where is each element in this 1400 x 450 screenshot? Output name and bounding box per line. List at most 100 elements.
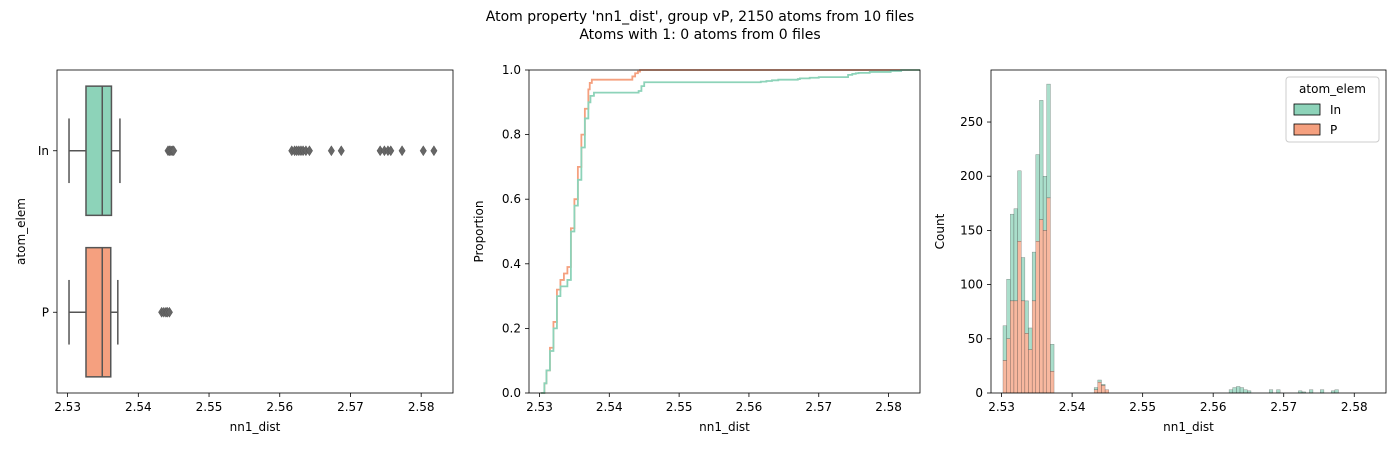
y-tick-label: 150 [960,223,983,237]
hist-bar-In [1097,379,1102,383]
hist-bar-In [1228,389,1233,394]
outlier-marker [430,145,438,157]
axes-frame [528,69,921,394]
hist-bar-In [1021,257,1026,302]
y-tick-label: In [38,144,49,158]
hist-bar-In [1017,170,1022,242]
ecdf-line-P [540,69,920,394]
hist-bar-P [1002,360,1007,394]
y-tick-label: 100 [960,278,983,292]
hist-bar-In [1046,83,1051,199]
y-tick-label: 0 [975,386,983,400]
hist-bar-In [1002,325,1007,361]
x-tick-label: 2.57 [1270,400,1297,414]
outlier-marker [337,145,345,157]
hist-bar-P [1031,300,1037,394]
hist-bar-P [1028,349,1033,394]
axes-frame [56,69,454,394]
y-tick-label: 0.8 [502,128,521,142]
hist-bar-P [1021,300,1026,394]
x-tick-label: 2.55 [196,400,223,414]
hist-bar-In [1031,251,1037,302]
figure-title-line2: Atoms with 1: 0 atoms from 0 files [579,27,820,43]
y-tick-label: 0.4 [502,257,521,271]
box-P [68,246,173,378]
y-axis-label: Proportion [472,201,486,263]
y-tick-label: 0.2 [502,321,521,335]
legend-title: atom_elem [1299,82,1366,96]
outlier-marker [398,145,406,157]
hist-bar-In [1239,387,1244,394]
hist-bar-P [1013,300,1018,394]
outlier-marker [170,145,178,157]
outlier-marker [327,145,335,157]
hist-bar-In [1010,213,1015,302]
hist-bar-P [1093,389,1099,394]
hist-bar-P [1006,338,1011,394]
outlier-marker [305,145,313,157]
x-tick-label: 2.56 [736,400,763,414]
hist-bar-In [1276,389,1281,394]
axes-frame [990,69,1387,394]
hist-bar-P [1035,241,1040,394]
x-tick-label: 2.53 [54,400,81,414]
box-In [68,85,438,217]
x-axis-label: nn1_dist [230,420,281,434]
hist-bar-In [1050,344,1055,372]
x-tick-label: 2.54 [596,400,623,414]
legend-swatch-P [1293,123,1321,136]
hist-bar-In [1243,389,1248,394]
box-iqr [85,246,112,378]
x-tick-label: 2.57 [805,400,832,414]
x-tick-label: 2.58 [875,400,902,414]
hist-bar-In [1028,327,1033,350]
hist-bar-P [1097,381,1102,394]
hist-bar-In [1006,278,1011,340]
hist-bar-In [1309,389,1314,394]
hist-bar-In [1232,387,1237,394]
y-tick-label: 250 [960,115,983,129]
hist-bar-In [1268,389,1274,394]
outlier-marker [387,145,395,157]
y-tick-label: P [42,305,49,319]
histogram-panel: 0 50 100 150 200 250 Count 2.53 2.54 2.55 2.56 2.57… [933,69,1387,434]
hist-bar-P [1010,300,1015,394]
legend: atom_elem In P [1285,76,1380,143]
x-tick-label: 2.53 [526,400,553,414]
x-tick-label: 2.55 [1129,400,1156,414]
hist-bar-P [1024,333,1029,394]
x-tick-label: 2.58 [1341,400,1368,414]
legend-label-In: In [1330,103,1341,117]
x-tick-label: 2.54 [1059,400,1086,414]
hist-bar-In [1093,387,1099,390]
hist-bar-In [1042,176,1047,231]
hist-bar-P [1039,219,1044,394]
legend-swatch-In [1293,103,1321,116]
x-tick-label: 2.56 [1200,400,1227,414]
hist-bar-In [1320,389,1325,394]
hist-bar-P [1042,230,1047,394]
x-tick-label: 2.55 [666,400,693,414]
y-tick-label: 50 [968,332,983,346]
y-tick-label: 0.0 [502,386,521,400]
box-iqr [85,85,113,217]
hist-bar-In [1035,154,1040,242]
y-axis-label: atom_elem [14,198,28,265]
x-axis-label: nn1_dist [699,420,750,434]
ecdf-panel: 0.0 0.2 0.4 0.6 0.8 1.0 Proportion 2.53 2.54 2.55… [472,63,921,434]
y-tick-label: 1.0 [502,63,521,77]
hist-bar-P [1101,385,1106,394]
hist-bar-P [1104,389,1109,394]
hist-bar-In [1236,386,1241,394]
x-tick-label: 2.56 [266,400,293,414]
hist-bar-P [1050,371,1055,394]
x-tick-label: 2.53 [988,400,1015,414]
y-tick-label: 0.6 [502,192,521,206]
hist-bar-In [1024,300,1029,334]
hist-bar-In [1013,208,1018,302]
x-tick-label: 2.58 [408,400,435,414]
hist-bar-P [1017,241,1022,394]
outlier-marker [165,306,173,318]
